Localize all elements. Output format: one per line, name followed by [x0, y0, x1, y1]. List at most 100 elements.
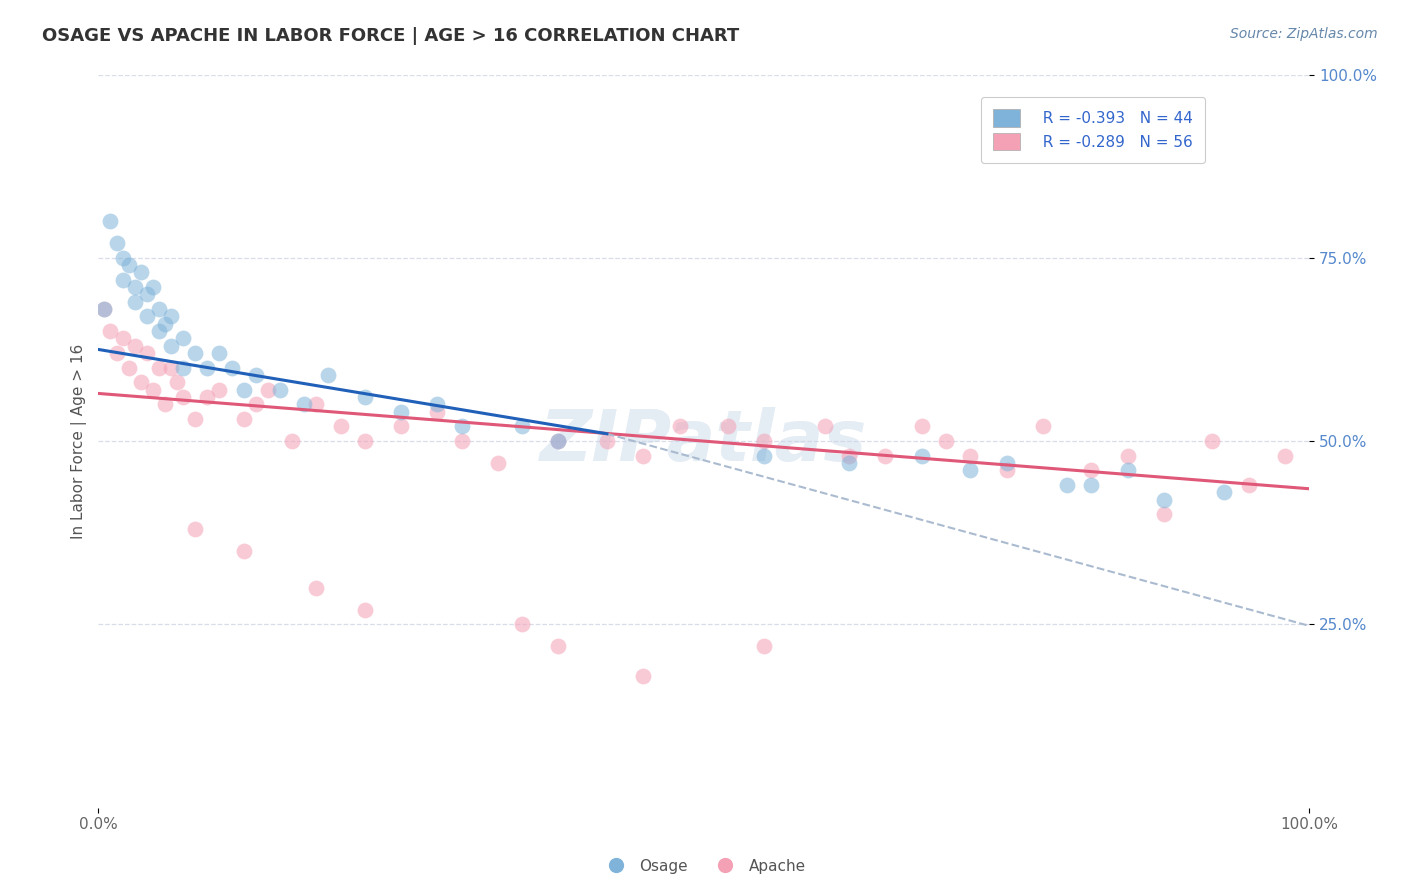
Point: [184, 412, 207, 426]
Point: [631, 449, 654, 463]
Point: [172, 390, 194, 404]
Point: [166, 376, 188, 390]
Point: [184, 522, 207, 536]
Point: [232, 383, 254, 397]
Point: [129, 265, 152, 279]
Point: [1080, 463, 1102, 477]
Legend:   R = -0.393   N = 44,   R = -0.289   N = 56: R = -0.393 N = 44, R = -0.289 N = 56: [980, 97, 1205, 162]
Point: [389, 419, 412, 434]
Point: [257, 383, 280, 397]
Point: [245, 368, 267, 383]
Point: [510, 419, 533, 434]
Point: [100, 324, 122, 338]
Text: OSAGE VS APACHE IN LABOR FORCE | AGE > 16 CORRELATION CHART: OSAGE VS APACHE IN LABOR FORCE | AGE > 1…: [42, 27, 740, 45]
Point: [1153, 508, 1175, 522]
Point: [596, 434, 619, 449]
Y-axis label: In Labor Force | Age > 16: In Labor Force | Age > 16: [72, 343, 87, 539]
Point: [172, 360, 194, 375]
Point: [100, 214, 122, 228]
Point: [959, 463, 981, 477]
Point: [426, 397, 449, 411]
Point: [111, 251, 134, 265]
Point: [1237, 478, 1260, 492]
Point: [93, 302, 115, 317]
Point: [631, 669, 654, 683]
Point: [208, 383, 231, 397]
Point: [111, 273, 134, 287]
Point: [269, 383, 291, 397]
Point: [208, 346, 231, 360]
Point: [754, 640, 776, 654]
Point: [911, 449, 934, 463]
Point: [547, 434, 569, 449]
Point: [153, 397, 176, 411]
Point: [875, 449, 897, 463]
Text: ZIPatlas: ZIPatlas: [540, 407, 868, 475]
Point: [184, 346, 207, 360]
Point: [135, 310, 157, 324]
Point: [935, 434, 957, 449]
Point: [1274, 449, 1296, 463]
Point: [195, 390, 218, 404]
Point: [93, 302, 115, 317]
Point: [129, 376, 152, 390]
Point: [717, 419, 740, 434]
Point: [547, 640, 569, 654]
Point: [1080, 478, 1102, 492]
Point: [959, 449, 981, 463]
Point: [426, 405, 449, 419]
Point: [305, 581, 328, 595]
Point: [838, 449, 860, 463]
Point: [117, 360, 139, 375]
Point: [135, 346, 157, 360]
Point: [160, 339, 183, 353]
Point: [668, 419, 690, 434]
Point: [1056, 478, 1078, 492]
Point: [353, 390, 375, 404]
Point: [148, 324, 170, 338]
Point: [754, 434, 776, 449]
Point: [221, 360, 243, 375]
Point: [195, 360, 218, 375]
Point: [995, 463, 1018, 477]
Point: [232, 412, 254, 426]
Point: [148, 360, 170, 375]
Point: [172, 331, 194, 345]
Point: [245, 397, 267, 411]
Point: [232, 544, 254, 558]
Point: [911, 419, 934, 434]
Point: [329, 419, 352, 434]
Point: [281, 434, 304, 449]
Point: [117, 258, 139, 272]
Point: [1153, 492, 1175, 507]
Point: [450, 434, 472, 449]
Text: Source: ZipAtlas.com: Source: ZipAtlas.com: [1230, 27, 1378, 41]
Point: [389, 405, 412, 419]
Point: [1213, 485, 1236, 500]
Point: [838, 456, 860, 470]
Point: [450, 419, 472, 434]
Legend: Osage, Apache: Osage, Apache: [595, 853, 811, 880]
Point: [153, 317, 176, 331]
Point: [353, 603, 375, 617]
Point: [305, 397, 328, 411]
Point: [1032, 419, 1054, 434]
Point: [486, 456, 509, 470]
Point: [510, 617, 533, 632]
Point: [1116, 463, 1139, 477]
Point: [124, 294, 146, 309]
Point: [353, 434, 375, 449]
Point: [160, 360, 183, 375]
Point: [547, 434, 569, 449]
Point: [124, 339, 146, 353]
Point: [148, 302, 170, 317]
Point: [142, 383, 165, 397]
Point: [124, 280, 146, 294]
Point: [105, 236, 128, 251]
Point: [1201, 434, 1223, 449]
Point: [105, 346, 128, 360]
Point: [160, 310, 183, 324]
Point: [754, 449, 776, 463]
Point: [318, 368, 340, 383]
Point: [814, 419, 837, 434]
